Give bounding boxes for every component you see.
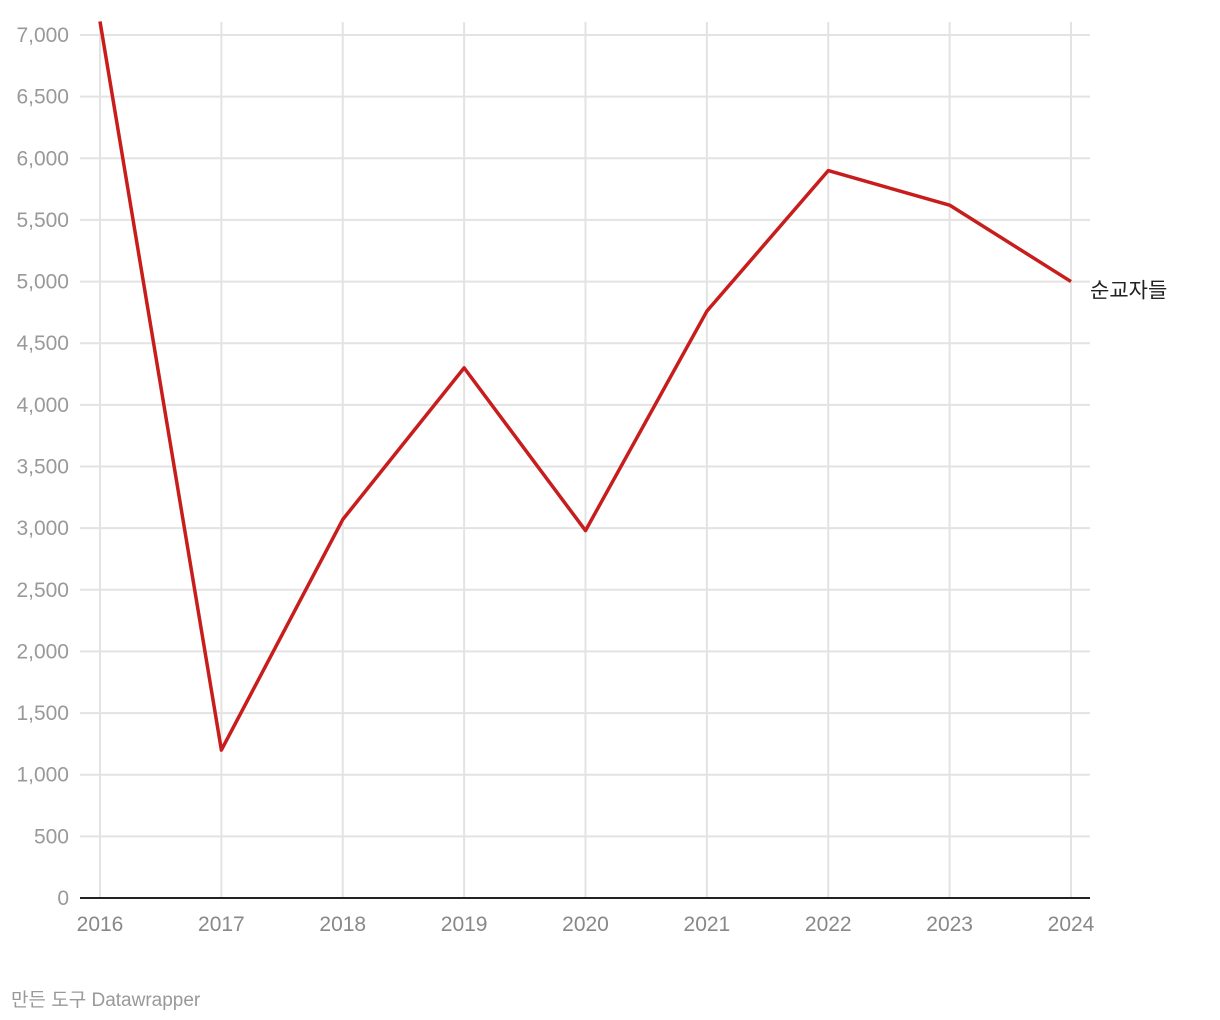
x-tick-label: 2018: [319, 913, 366, 936]
x-tick-label: 2022: [805, 913, 852, 936]
x-tick-label: 2023: [926, 913, 973, 936]
x-tick-label: 2024: [1048, 913, 1095, 936]
y-tick-label: 5,000: [16, 271, 69, 294]
x-tick-label: 2017: [198, 913, 245, 936]
y-tick-label: 1,000: [16, 764, 69, 787]
x-tick-label: 2021: [684, 913, 731, 936]
y-tick-label: 500: [34, 825, 69, 848]
y-tick-label: 1,500: [16, 702, 69, 725]
y-tick-label: 5,500: [16, 209, 69, 232]
y-tick-label: 2,500: [16, 579, 69, 602]
y-tick-label: 3,000: [16, 517, 69, 540]
series-line: [98, 21, 1072, 752]
y-tick-label: 4,500: [16, 332, 69, 355]
y-tick-label: 2,000: [16, 640, 69, 663]
credit-text: 만든 도구 Datawrapper: [11, 990, 201, 1011]
y-tick-label: 0: [57, 887, 69, 910]
y-tick-label: 3,500: [16, 456, 69, 479]
y-tick-label: 6,500: [16, 86, 69, 109]
x-tick-label: 2016: [77, 913, 124, 936]
y-tick-label: 6,000: [16, 147, 69, 170]
series-label: 순교자들: [1090, 280, 1167, 303]
x-tick-label: 2020: [562, 913, 609, 936]
y-tick-label: 4,000: [16, 394, 69, 417]
x-tick-label: 2019: [441, 913, 488, 936]
y-tick-label: 7,000: [16, 24, 69, 47]
